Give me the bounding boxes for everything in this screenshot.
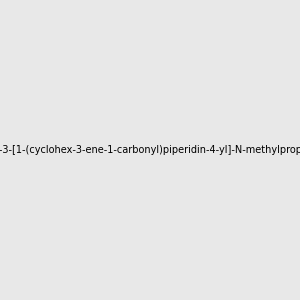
Text: N-benzyl-3-[1-(cyclohex-3-ene-1-carbonyl)piperidin-4-yl]-N-methylpropanamide: N-benzyl-3-[1-(cyclohex-3-ene-1-carbonyl… bbox=[0, 145, 300, 155]
